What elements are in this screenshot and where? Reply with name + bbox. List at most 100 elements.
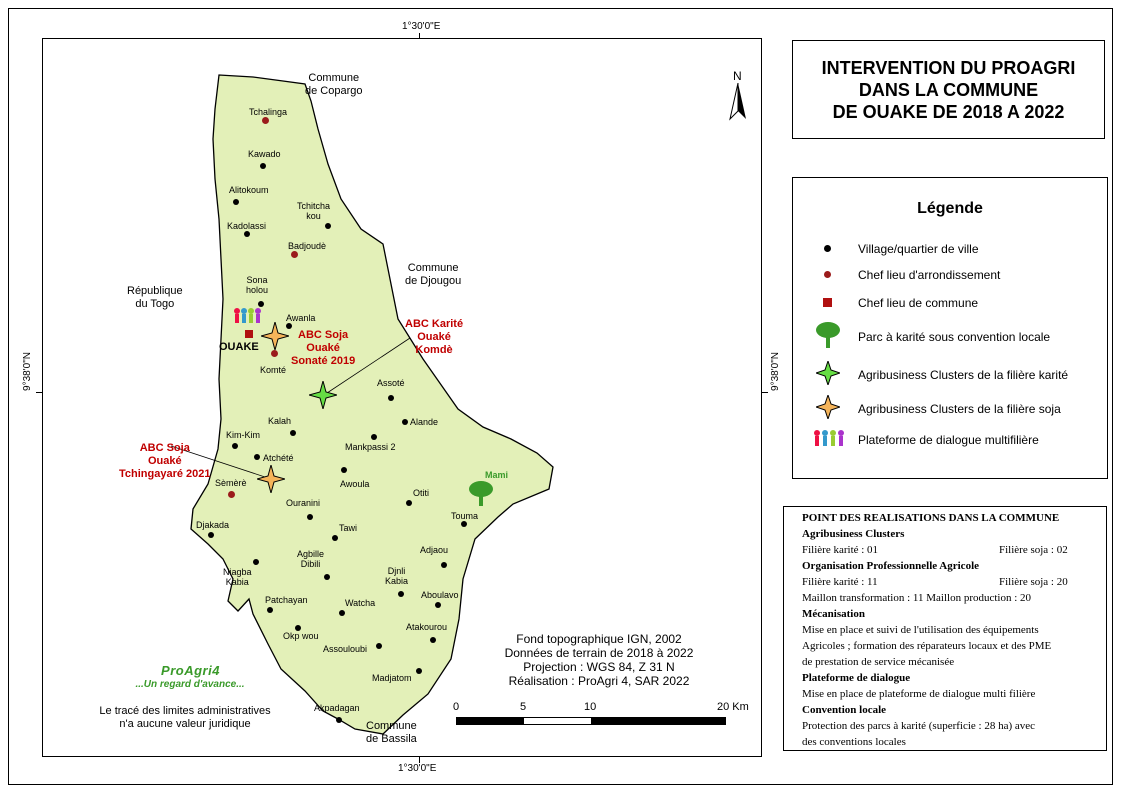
black-dot-icon — [286, 323, 292, 329]
green-star-icon — [309, 381, 337, 409]
legend-label: Chef lieu de commune — [858, 296, 979, 310]
north-arrow-icon — [729, 83, 746, 121]
soja2-leader-line — [170, 445, 272, 480]
latitude-label-right: 9°38'0"N — [770, 352, 781, 391]
parc-label: Mami — [485, 470, 509, 480]
village-label: Tawi — [339, 523, 358, 533]
achievements-title: POINT DES REALISATIONS DANS LA COMMUNE — [802, 512, 1060, 524]
village-label: Touma — [451, 511, 479, 521]
black-dot-icon — [332, 535, 338, 541]
red-square-icon — [823, 298, 832, 307]
conv-text: des conventions locales — [802, 736, 906, 748]
black-dot-icon — [398, 591, 404, 597]
village-label: Okp wou — [283, 631, 319, 641]
chief-label: Komté — [260, 365, 287, 375]
legend-item: Plateforme de dialogue multifilière — [793, 427, 1107, 453]
black-dot-icon — [435, 602, 441, 608]
disclaimer-text: Le tracé des limites administratives n'a… — [99, 705, 271, 730]
legend-label: Village/quartier de ville — [858, 242, 979, 256]
black-dot-icon — [461, 521, 467, 527]
red-square-icon — [245, 330, 253, 338]
village-label: Assouloubi — [323, 644, 368, 654]
commune-boundary — [190, 74, 554, 735]
meca-text: Agricoles ; formation des réparateurs lo… — [802, 640, 1052, 652]
chief-label: Sèmèrè — [215, 478, 247, 488]
proagri-logo: ProAgri4 — [161, 663, 220, 678]
cluster-label-karite-komde: ABC Karité Ouaké Komdè — [405, 318, 464, 356]
legend-item: Chef lieu de commune — [793, 290, 1107, 316]
village-label: Mankpassi 2 — [345, 442, 396, 452]
scale-label: 20 Km — [717, 701, 749, 713]
longitude-label-top: 1°30'0"E — [402, 21, 441, 32]
latitude-label-left: 9°38'0"N — [22, 352, 33, 391]
legend-item: Parc à karité sous convention locale — [793, 322, 1107, 350]
legend-label: Plateforme de dialogue multifilière — [858, 433, 1039, 447]
tree-icon — [469, 481, 493, 506]
op-karite: Filière karité : 11 — [802, 576, 878, 588]
legend-label: Parc à karité sous convention locale — [858, 330, 1051, 344]
cluster-label-soja-tchingayare: ABC Soja Ouaké Tchingayaré 2021 — [119, 442, 211, 480]
village-label: Djakada — [196, 520, 230, 530]
black-dot-icon — [244, 231, 250, 237]
karite-leader-line — [323, 337, 411, 396]
village-label: Sona holou — [246, 275, 269, 295]
legend-title: Légende — [917, 200, 983, 217]
village-label: Awanla — [286, 313, 316, 323]
village-label: Assoté — [377, 378, 405, 388]
black-dot-icon — [371, 434, 377, 440]
op-soja: Filière soja : 20 — [999, 576, 1068, 588]
black-dot-icon — [416, 668, 422, 674]
cluster-label-soja-sonate: ABC Soja Ouaké Sonaté 2019 — [291, 329, 356, 367]
agri-karite: Filière karité : 01 — [802, 544, 879, 556]
village-label: Kalah — [268, 416, 292, 426]
map-credits: Fond topographique IGN, 2002 Données de … — [489, 632, 709, 688]
conv-header: Convention locale — [802, 704, 887, 716]
village-label: Ouranini — [286, 498, 321, 508]
black-dot-icon — [258, 301, 264, 307]
op-header: Organisation Professionnelle Agricole — [802, 560, 980, 572]
op-maillons: Maillon transformation : 11 Maillon prod… — [802, 592, 1032, 604]
village-label: Tchitcha kou — [297, 201, 331, 221]
tick-top — [419, 33, 420, 38]
north-label: N — [733, 69, 742, 83]
black-dot-icon — [232, 443, 238, 449]
people-group-icon — [234, 308, 261, 323]
credit-line: Projection : WGS 84, Z 31 N — [523, 660, 675, 674]
black-dot-icon — [388, 395, 394, 401]
red-dot-icon — [262, 117, 269, 124]
legend-label: Chef lieu d'arrondissement — [858, 268, 1001, 282]
plat-header: Plateforme de dialogue — [802, 672, 911, 684]
agri-soja: Filière soja : 02 — [999, 544, 1068, 556]
village-label: Atakourou — [406, 622, 448, 632]
village-label: Otiti — [413, 488, 430, 498]
black-dot-icon — [233, 199, 239, 205]
region-bassila: Commune de Bassila — [366, 720, 417, 745]
region-djougou: Commune de Djougou — [405, 262, 462, 287]
village-label: Patchayan — [265, 595, 308, 605]
legend-item: Village/quartier de ville — [793, 236, 1107, 262]
agri-row: Filière karité : 01 Filière soja : 02 — [802, 542, 1106, 558]
orange-star-icon — [816, 395, 840, 419]
black-dot-icon — [325, 223, 331, 229]
black-dot-icon — [324, 574, 330, 580]
village-label: Adjaou — [420, 545, 449, 555]
tick-right — [762, 392, 768, 393]
proagri-tagline: ...Un regard d'avance... — [135, 679, 245, 690]
chief-label: Tchalinga — [249, 107, 288, 117]
map-frame: N Commune de Copargo République du Togo … — [42, 38, 762, 757]
achievements-box: POINT DES REALISATIONS DANS LA COMMUNE A… — [783, 506, 1107, 751]
black-dot-icon — [406, 500, 412, 506]
black-dot-icon — [402, 419, 408, 425]
black-dot-icon — [267, 607, 273, 613]
black-dot-icon — [341, 467, 347, 473]
meca-header: Mécanisation — [802, 608, 865, 620]
commune-capital-label: OUAKE — [219, 341, 259, 353]
village-label: Aboulavo — [421, 590, 459, 600]
black-dot-icon — [307, 514, 313, 520]
orange-star-icon — [261, 322, 289, 350]
agri-header: Agribusiness Clusters — [802, 528, 905, 540]
tick-bottom — [419, 757, 420, 763]
black-dot-icon — [376, 643, 382, 649]
black-dot-icon — [336, 717, 342, 723]
op-row: Filière karité : 11 Filière soja : 20 — [802, 574, 1106, 590]
